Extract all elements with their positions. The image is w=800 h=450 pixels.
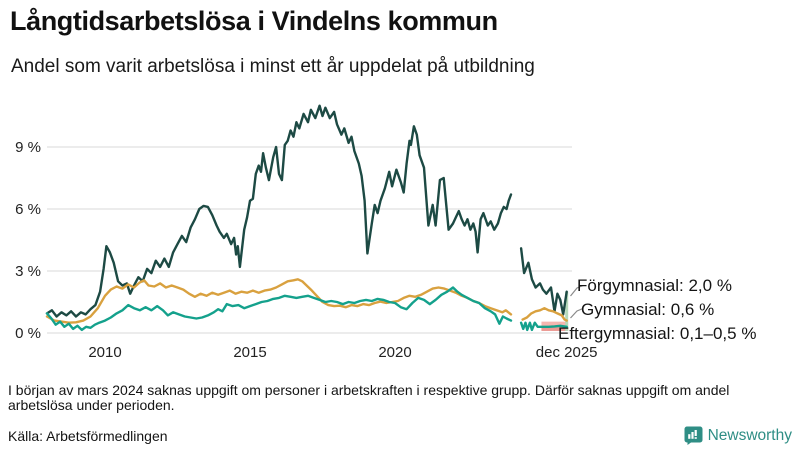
newsworthy-logo-icon	[684, 426, 703, 445]
series-label-forgymnasial: Förgymnasial: 2,0 %	[577, 276, 732, 295]
newsworthy-branding: Newsworthy	[684, 426, 792, 445]
series-label-eftergymnasial: Eftergymnasial: 0,1–0,5 %	[558, 324, 757, 343]
x-axis-tick-dec-2025: dec 2025	[535, 344, 598, 361]
y-axis-tick-9: 9 %	[15, 138, 41, 156]
y-axis-tick-0: 0 %	[15, 325, 41, 342]
x-axis-tick-2020: 2020	[378, 344, 412, 361]
x-axis-tick-2010: 2010	[88, 344, 122, 361]
y-axis-tick-6: 6 %	[15, 200, 41, 218]
footnote: I början av mars 2024 saknas uppgift om …	[8, 382, 730, 414]
y-axis-tick-3: 3 %	[15, 262, 41, 280]
x-axis-tick-2015: 2015	[233, 344, 267, 361]
series-label-gymnasial: Gymnasial: 0,6 %	[581, 300, 715, 319]
chart-title: Långtidsarbetslösa i Vindelns kommun	[10, 6, 498, 36]
newsworthy-wordmark: Newsworthy	[707, 426, 792, 444]
chart-subtitle: Andel som varit arbetslösa i minst ett å…	[11, 56, 535, 77]
source-attribution: Källa: Arbetsförmedlingen	[8, 428, 168, 444]
